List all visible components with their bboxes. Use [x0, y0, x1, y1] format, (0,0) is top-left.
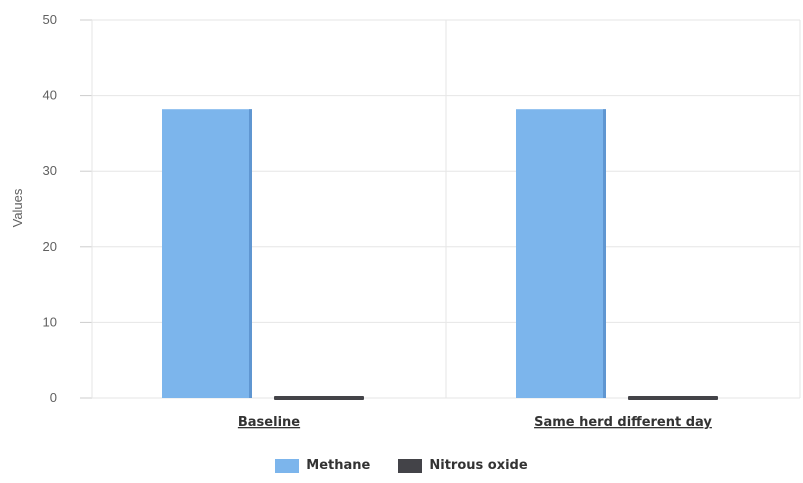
legend: Methane Nitrous oxide — [0, 458, 803, 473]
legend-label-methane: Methane — [306, 458, 371, 473]
bars — [162, 109, 718, 400]
bar-nitrous-oxide-0 — [274, 396, 364, 400]
y-axis-label: Values — [10, 188, 25, 227]
bar-shade-methane-1 — [603, 109, 606, 398]
bar-shade-methane-0 — [249, 109, 252, 398]
legend-label-nitrous-oxide: Nitrous oxide — [429, 458, 528, 473]
y-tick-label-5: 50 — [43, 12, 57, 27]
category-label-0[interactable]: Baseline — [238, 415, 300, 430]
y-tick-label-1: 10 — [43, 314, 57, 329]
y-tick-label-2: 20 — [43, 239, 57, 254]
y-tick-label-4: 40 — [43, 88, 57, 103]
y-tick-label-3: 30 — [43, 163, 57, 178]
bar-nitrous-oxide-1 — [628, 396, 718, 400]
category-label-1[interactable]: Same herd different day — [534, 415, 712, 430]
y-tick-label-0: 0 — [50, 390, 57, 405]
x-axis-categories: Baseline Same herd different day — [238, 415, 713, 430]
bar-methane-0 — [162, 109, 252, 398]
bar-methane-1 — [516, 109, 606, 398]
legend-swatch-nitrous-oxide — [398, 458, 423, 473]
legend-item-methane[interactable]: Methane — [275, 458, 370, 473]
legend-swatch-methane — [275, 458, 300, 473]
legend-item-nitrous-oxide[interactable]: Nitrous oxide — [398, 458, 528, 473]
y-axis-ticks: 0 10 20 30 40 50 — [43, 12, 57, 405]
